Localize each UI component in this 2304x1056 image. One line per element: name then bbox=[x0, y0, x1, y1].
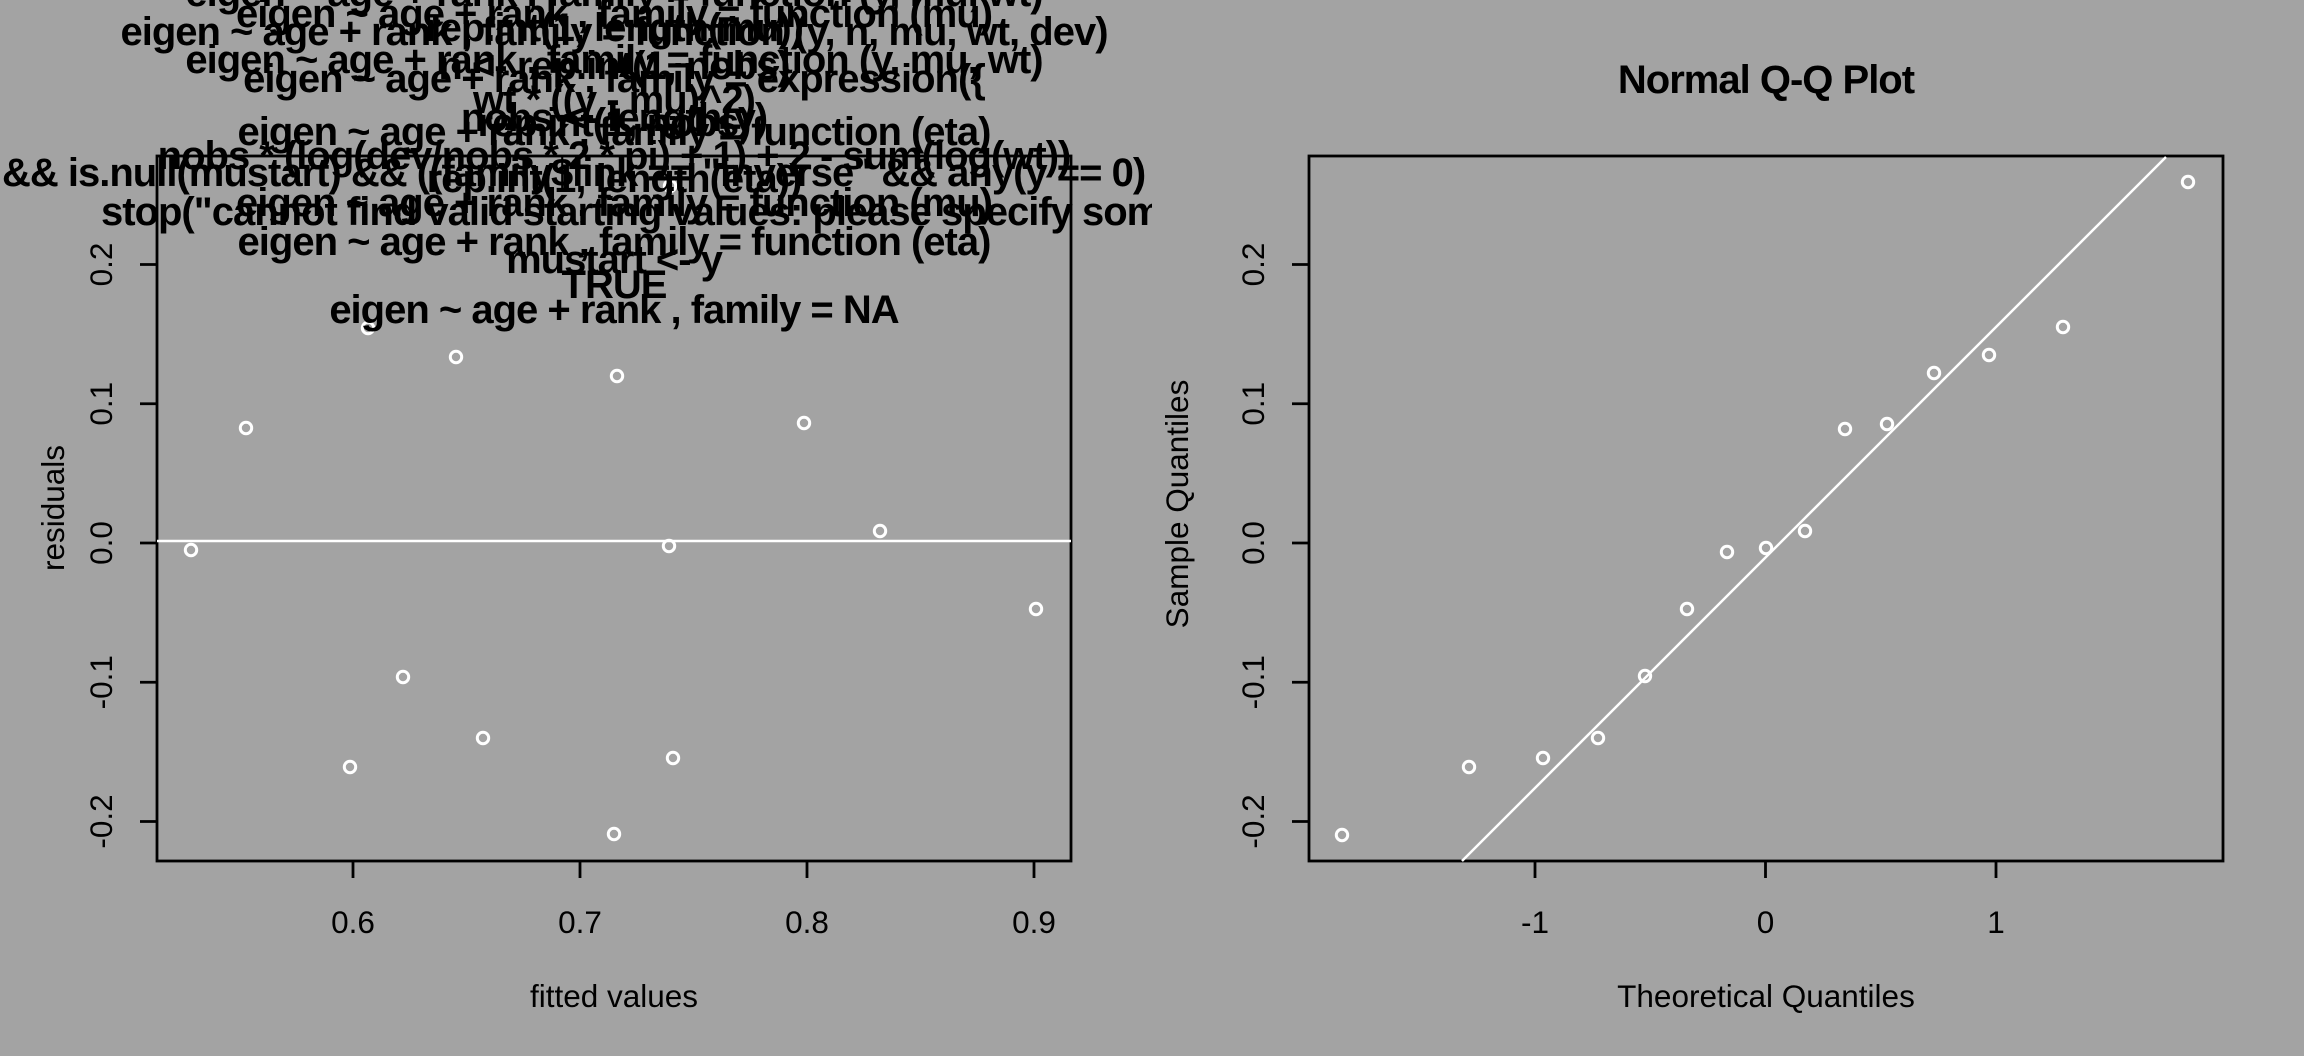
svg-text:eigen ~ age + rank , family =: eigen ~ age + rank , family = expression… bbox=[243, 57, 985, 101]
svg-text:Normal Q-Q Plot: Normal Q-Q Plot bbox=[1618, 58, 1915, 102]
svg-text:0.0: 0.0 bbox=[1235, 521, 1271, 565]
svg-text:eigen ~ age + rank , family =: eigen ~ age + rank , family = function (… bbox=[185, 38, 1042, 82]
svg-text:1: 1 bbox=[1987, 904, 2005, 940]
svg-text:&& is.null(mustart) && ((famil: && is.null(mustart) && ((family$link == … bbox=[2, 151, 1145, 195]
svg-text:-0.1: -0.1 bbox=[83, 655, 119, 709]
svg-text:residuals: residuals bbox=[35, 445, 71, 571]
svg-text:eigen ~ age + rank , family =: eigen ~ age + rank , family = NA bbox=[329, 288, 898, 332]
svg-text:eigen ~ age + rank , family =: eigen ~ age + rank , family = function (… bbox=[238, 110, 991, 154]
svg-text:0.7: 0.7 bbox=[558, 904, 602, 940]
svg-text:n <- rep.int(1, nobs): n <- rep.int(1, nobs) bbox=[438, 44, 789, 88]
svg-text:rep.int(1, length(eta)): rep.int(1, length(eta)) bbox=[427, 157, 802, 201]
svg-text:0.2: 0.2 bbox=[1235, 243, 1271, 287]
svg-text:mustart <- y: mustart <- y bbox=[506, 238, 724, 282]
svg-text:-0.1: -0.1 bbox=[1235, 655, 1271, 709]
svg-text:TRUE: TRUE bbox=[562, 263, 667, 307]
svg-text:eigen ~ age + rank , family =: eigen ~ age + rank , family = function (… bbox=[236, 181, 992, 225]
svg-text:eigen ~ age + rank , family =: eigen ~ age + rank , family = function (… bbox=[185, 0, 1042, 15]
svg-text:0: 0 bbox=[1757, 904, 1775, 940]
svg-text:rep.int(1, nobs): rep.int(1, nobs) bbox=[478, 101, 751, 145]
svg-text:-1: -1 bbox=[1521, 904, 1549, 940]
svg-text:fitted values: fitted values bbox=[530, 978, 698, 1014]
svg-text:0.8: 0.8 bbox=[785, 904, 829, 940]
svg-text:nobs <- length(y): nobs <- length(y) bbox=[461, 96, 767, 140]
svg-text:-0.2: -0.2 bbox=[1235, 794, 1271, 848]
svg-text:eigen ~ age + rank , family =: eigen ~ age + rank , family = function (… bbox=[120, 10, 1107, 54]
svg-text:0.9: 0.9 bbox=[1012, 904, 1056, 940]
svg-text:0.6: 0.6 bbox=[331, 904, 375, 940]
svg-text:eigen ~ age + rank , family =: eigen ~ age + rank , family = function (… bbox=[236, 0, 992, 36]
svg-text:eigen ~ age + rank , family =: eigen ~ age + rank , family = function (… bbox=[238, 220, 991, 264]
svg-text:rep.int(1, length(mu)): rep.int(1, length(mu)) bbox=[425, 6, 803, 50]
svg-text:0.0: 0.0 bbox=[83, 521, 119, 565]
svg-text:nobs * (log(dev/nobs * 2 * pi): nobs * (log(dev/nobs * 2 * pi) + 1) + 2 … bbox=[158, 134, 1071, 178]
svg-text:0.1: 0.1 bbox=[83, 382, 119, 426]
svg-text:Theoretical Quantiles: Theoretical Quantiles bbox=[1617, 978, 1915, 1014]
svg-text:0.2: 0.2 bbox=[83, 243, 119, 287]
svg-text:-0.2: -0.2 bbox=[83, 794, 119, 848]
svg-text:wt * ((y - mu)^2): wt * ((y - mu)^2) bbox=[472, 78, 755, 122]
svg-text:0.1: 0.1 bbox=[1235, 382, 1271, 426]
svg-text:stop("cannot find valid starti: stop("cannot find valid starting values:… bbox=[101, 190, 1213, 234]
svg-text:Sample Quantiles: Sample Quantiles bbox=[1159, 380, 1195, 629]
